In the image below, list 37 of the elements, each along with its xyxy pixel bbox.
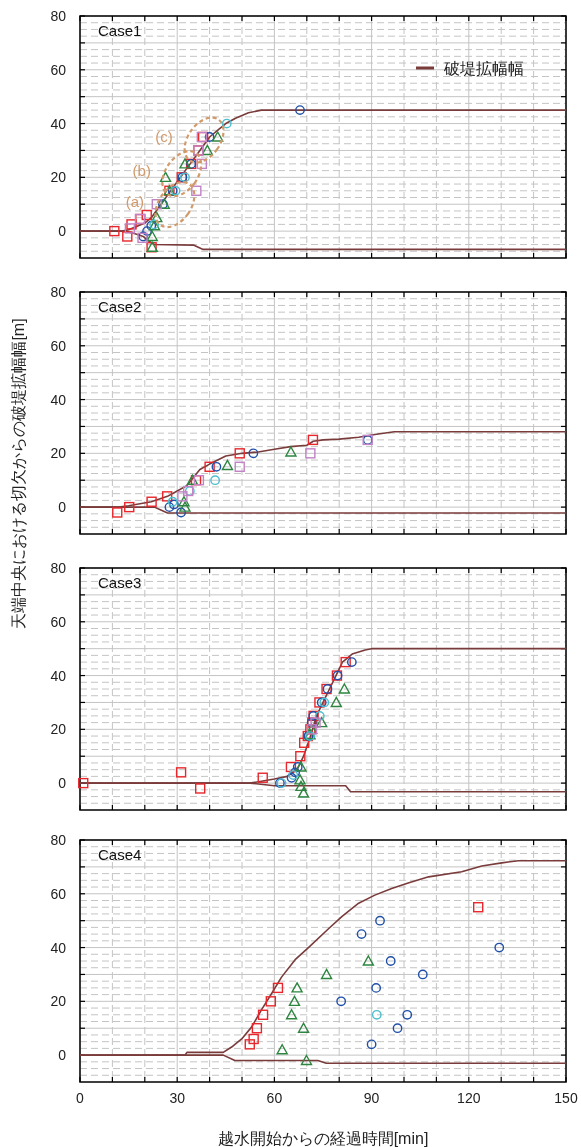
y-tick-label: 40 [50, 115, 67, 132]
x-tick-label: 60 [266, 1090, 283, 1106]
x-tick-label: 30 [169, 1090, 186, 1106]
y-tick-label: 0 [58, 223, 67, 240]
y-tick-label: 80 [50, 284, 67, 300]
y-tick-label: 20 [50, 993, 67, 1010]
x-tick-label: 0 [76, 1090, 85, 1106]
y-tick-label: 0 [58, 775, 67, 792]
chart-title: Case2 [98, 298, 142, 315]
chart-title: Case1 [98, 22, 142, 39]
y-tick-label: 80 [50, 560, 67, 576]
annotation: (b) [132, 161, 151, 179]
legend-label: 破堤拡幅幅 [443, 60, 524, 77]
chart-title: Case4 [98, 846, 142, 863]
x-axis-title: 越水開始からの経過時間[min] [217, 1130, 429, 1147]
x-tick-label: 120 [457, 1090, 481, 1106]
y-tick-label: 60 [50, 885, 67, 902]
y-axis-title: 天端中央における切欠からの破堤拡幅幅[m] [10, 318, 27, 629]
y-tick-label: 60 [50, 61, 67, 78]
y-tick-label: 20 [50, 169, 67, 186]
legend: 破堤拡幅幅 [416, 60, 524, 77]
y-tick-label: 40 [50, 667, 67, 684]
y-tick-label: 40 [50, 939, 67, 956]
y-tick-label: 40 [50, 391, 67, 408]
y-tick-label: 0 [58, 499, 67, 516]
y-tick-label: 60 [50, 613, 67, 630]
y-tick-label: 20 [50, 445, 67, 462]
y-tick-label: 0 [58, 1047, 67, 1064]
y-tick-label: 20 [50, 721, 67, 738]
x-tick-label: 150 [554, 1090, 578, 1106]
x-tick-label: 90 [363, 1090, 380, 1106]
y-tick-label: 60 [50, 337, 67, 354]
y-tick-label: 80 [50, 832, 67, 848]
annotation: (c) [155, 128, 173, 145]
chart-title: Case3 [98, 574, 142, 591]
annotation: (a) [125, 192, 145, 210]
y-tick-label: 80 [50, 8, 67, 24]
